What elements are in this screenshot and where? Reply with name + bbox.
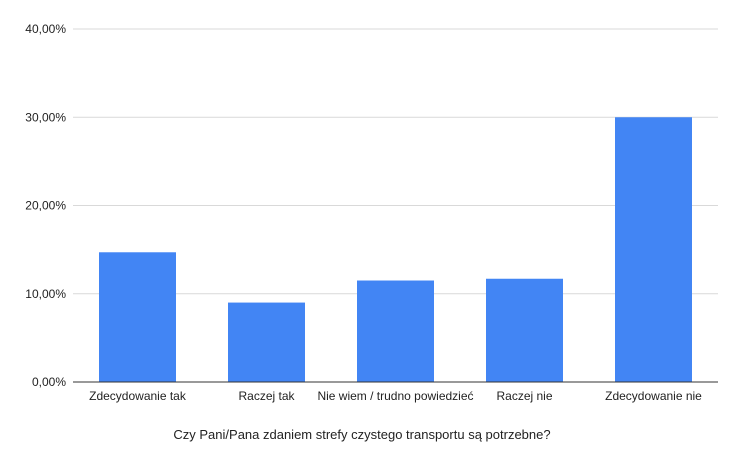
x-tick-label: Zdecydowanie tak — [89, 389, 187, 403]
y-tick-label: 0,00% — [32, 375, 66, 389]
x-tick-label: Raczej tak — [238, 389, 295, 403]
bar-5 — [615, 117, 692, 382]
bar-3 — [357, 280, 434, 382]
bar-4 — [486, 278, 563, 382]
y-tick-label: 30,00% — [25, 110, 66, 124]
y-tick-label: 20,00% — [25, 199, 66, 213]
bar-2 — [228, 302, 305, 382]
x-tick-label: Nie wiem / trudno powiedzieć — [317, 389, 473, 403]
x-axis-tick-labels: Zdecydowanie tak Raczej tak Nie wiem / tru… — [89, 389, 702, 403]
x-tick-label: Zdecydowanie nie — [605, 389, 702, 403]
y-tick-label: 10,00% — [25, 287, 66, 301]
y-axis-tick-labels: 0,00% 10,00% 20,00% 30,00% 40,00% — [25, 22, 66, 389]
x-axis-title: Czy Pani/Pana zdaniem strefy czystego tr… — [173, 427, 550, 442]
x-tick-label: Raczej nie — [496, 389, 552, 403]
y-tick-label: 40,00% — [25, 22, 66, 36]
bars — [99, 117, 692, 382]
bar-1 — [99, 252, 176, 382]
